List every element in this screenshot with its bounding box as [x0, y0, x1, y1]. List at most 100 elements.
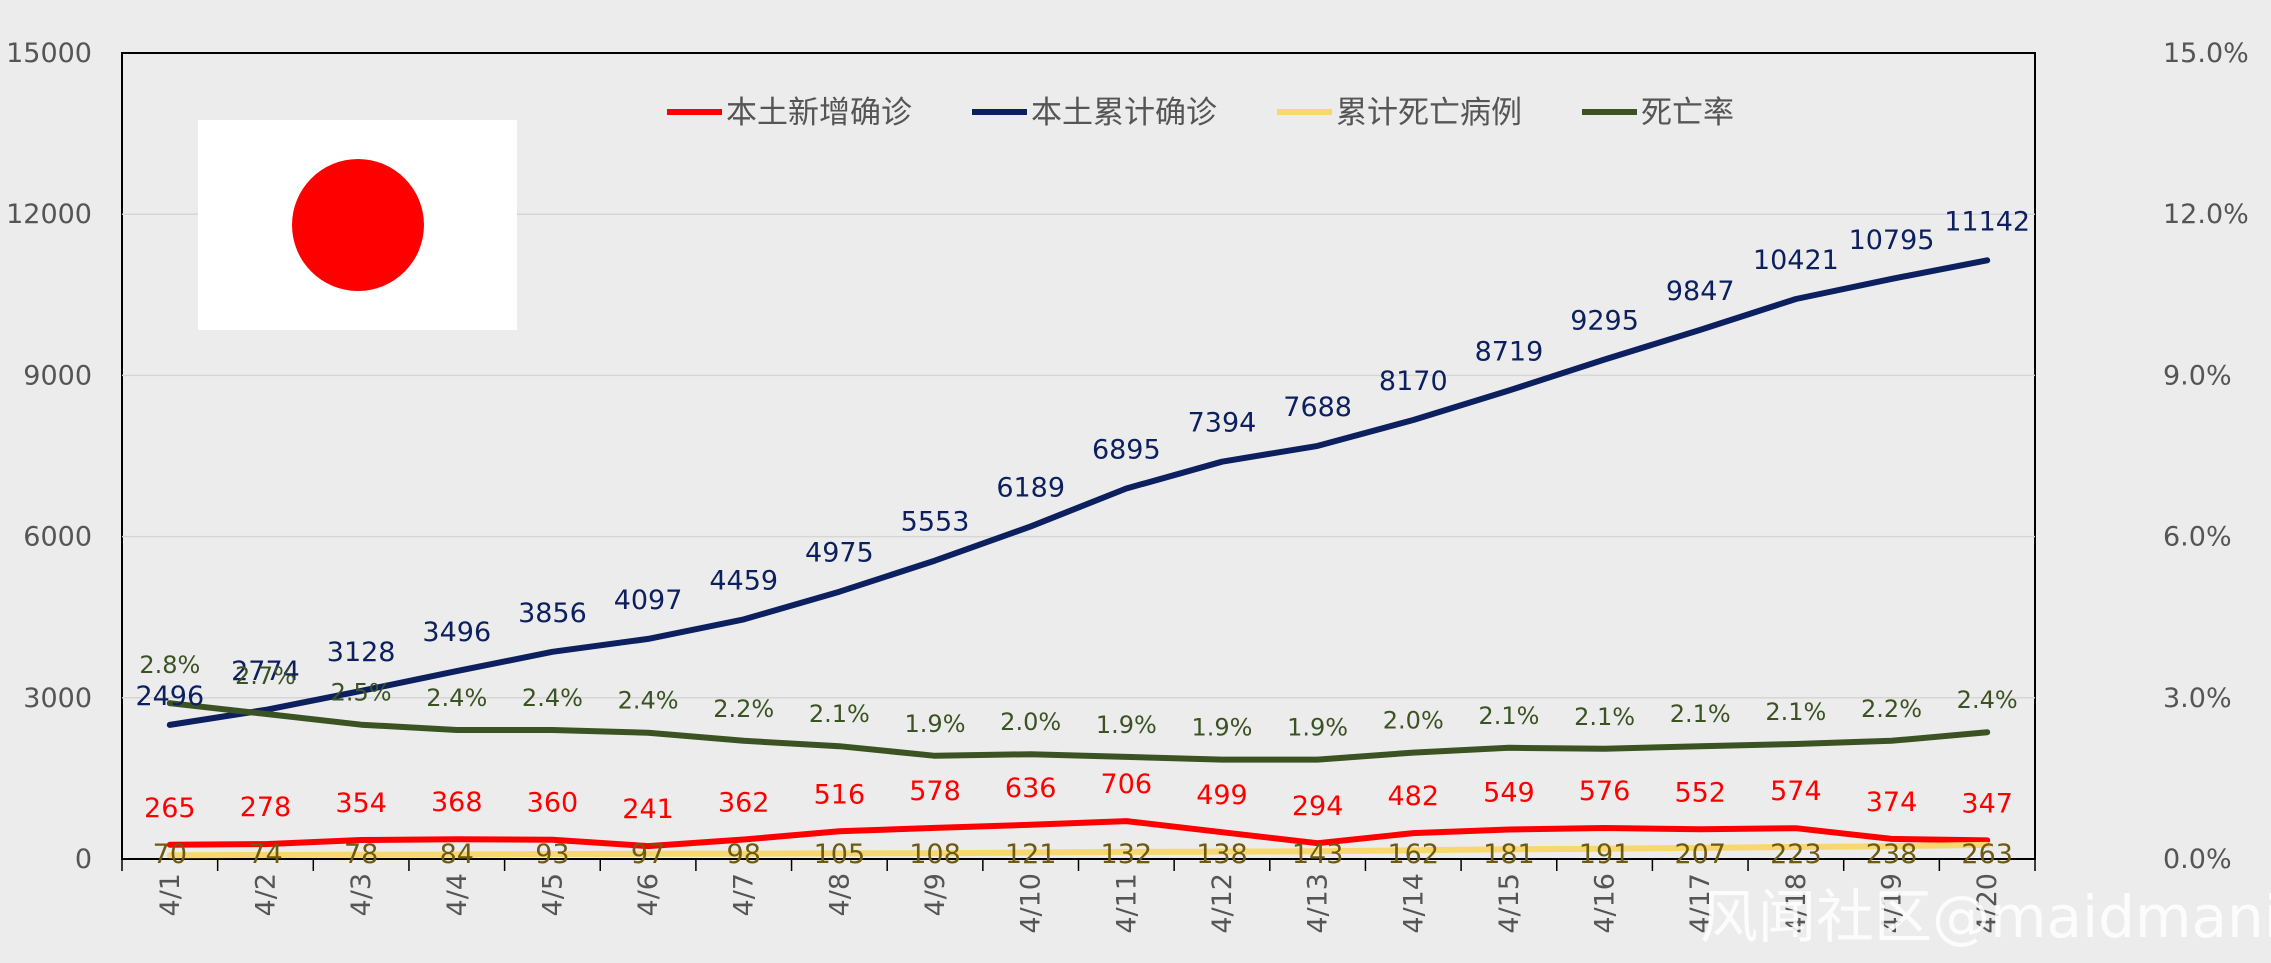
deaths-label: 223 [1770, 839, 1822, 870]
deaths-label: 98 [727, 839, 761, 870]
cumulative-cases-label: 6189 [996, 472, 1065, 503]
new-cases-label: 706 [1101, 769, 1153, 800]
x-tick-label: 4/20 [1972, 873, 2003, 934]
cumulative-cases-line [166, 257, 1991, 728]
new-cases-label: 636 [1005, 773, 1057, 804]
new-cases-label: 265 [144, 793, 196, 824]
new-cases-label: 574 [1770, 776, 1822, 807]
death-rate-label: 2.1% [1574, 703, 1635, 731]
legend-label-cumulative-cases: 本土累计确诊 [1031, 95, 1217, 131]
x-tick-label: 4/8 [824, 873, 855, 916]
x-tick-label: 4/4 [442, 873, 473, 916]
japan-flag-icon [198, 120, 517, 330]
deaths-label: 74 [248, 839, 282, 870]
death-rate-label: 1.9% [905, 710, 966, 738]
x-tick-label: 4/7 [729, 873, 760, 916]
legend-label-deaths: 累计死亡病例 [1336, 95, 1522, 131]
deaths-label: 138 [1196, 839, 1248, 870]
y-left-tick-label: 15000 [6, 38, 92, 69]
deaths-label: 191 [1579, 839, 1631, 870]
deaths-label: 78 [344, 839, 378, 870]
x-axis: 4/1 4/2 4/3 4/4 4/5 4/6 4/7 4/8 4/9 4/10 4/11 4/12 4… [121, 859, 2036, 934]
cumulative-cases-label: 4097 [614, 585, 683, 616]
death-rate-label: 2.2% [1861, 695, 1922, 723]
death-rate-label: 2.1% [1670, 700, 1731, 728]
new-cases-label: 576 [1579, 776, 1631, 807]
death-rate-label: 1.9% [1287, 714, 1348, 742]
cumulative-cases-label: 4975 [805, 538, 874, 569]
death-rate-label: 2.0% [1383, 707, 1444, 735]
deaths-label: 132 [1101, 839, 1153, 870]
cumulative-cases-label: 7688 [1283, 392, 1352, 423]
death-rate-label: 2.1% [1478, 702, 1539, 730]
x-tick-label: 4/19 [1877, 873, 1908, 934]
y-right-tick-label: 6.0% [2163, 522, 2232, 553]
cumulative-cases-label: 5553 [901, 507, 970, 538]
x-tick-label: 4/6 [633, 873, 664, 916]
legend-label-new-cases: 本土新增确诊 [726, 95, 912, 131]
series-lines [166, 257, 1991, 859]
watermark: 风闻社区@maidmani [1700, 883, 2271, 951]
new-cases-label: 549 [1483, 778, 1535, 809]
new-cases-label: 578 [909, 776, 961, 807]
x-tick-label: 4/17 [1685, 873, 1716, 934]
cumulative-cases-label: 6895 [1092, 435, 1161, 466]
deaths-label: 263 [1961, 839, 2013, 870]
x-tick-label: 4/12 [1207, 873, 1238, 934]
death-rate-label: 2.4% [522, 684, 583, 712]
new-cases-label: 499 [1196, 780, 1248, 811]
x-tick-label: 4/14 [1398, 873, 1429, 934]
right-axis: 0.0% 3.0% 6.0% 9.0% 12.0% 15.0% [2163, 38, 2249, 875]
deaths-label: 207 [1674, 839, 1726, 870]
flag-disc [292, 159, 424, 291]
deaths-label: 70 [153, 839, 187, 870]
deaths-label: 84 [440, 839, 474, 870]
death-rate-label: 1.9% [1191, 714, 1252, 742]
deaths-label: 108 [909, 839, 961, 870]
cumulative-cases-label: 7394 [1188, 408, 1257, 439]
new-cases-label: 368 [431, 787, 483, 818]
death-rate-label: 2.1% [1765, 698, 1826, 726]
death-rate-line [166, 700, 1991, 763]
cumulative-cases-label: 2496 [135, 681, 204, 712]
y-left-tick-label: 9000 [23, 360, 92, 391]
cumulative-cases-label: 9295 [1570, 306, 1639, 337]
cumulative-cases-label: 10795 [1849, 225, 1935, 256]
death-rate-label: 2.4% [426, 684, 487, 712]
x-tick-label: 4/1 [155, 873, 186, 916]
new-cases-label: 278 [240, 792, 292, 823]
cumulative-cases-label: 3496 [422, 617, 491, 648]
deaths-label: 143 [1292, 839, 1344, 870]
death-rate-label: 2.2% [713, 695, 774, 723]
gridlines [122, 213, 2035, 699]
cumulative-cases-label: 10421 [1753, 245, 1839, 276]
new-cases-label: 516 [814, 779, 866, 810]
x-tick-label: 4/13 [1303, 873, 1334, 934]
left-axis: 0 3000 6000 9000 12000 15000 [6, 38, 92, 875]
x-tick-label: 4/2 [250, 873, 281, 916]
legend-item-deaths[interactable]: 累计死亡病例 [1277, 95, 1522, 131]
new-cases-label: 294 [1292, 791, 1344, 822]
cumulative-cases-label: 8719 [1475, 336, 1544, 367]
x-tick-label: 4/9 [920, 873, 951, 916]
x-tick-label: 4/3 [346, 873, 377, 916]
cumulative-cases-label: 11142 [1944, 206, 2030, 237]
cumulative-cases-label: 9847 [1666, 276, 1735, 307]
new-cases-label: 347 [1961, 788, 2013, 819]
x-tick-label: 4/15 [1494, 873, 1525, 934]
death-rate-label: 2.0% [1000, 708, 1061, 736]
deaths-line [166, 841, 1991, 859]
x-tick-label: 4/18 [1781, 873, 1812, 934]
x-tick-label: 4/16 [1590, 873, 1621, 934]
y-right-tick-label: 3.0% [2163, 683, 2232, 714]
y-right-tick-label: 0.0% [2163, 844, 2232, 875]
new-cases-label: 552 [1674, 777, 1726, 808]
legend-item-new-cases[interactable]: 本土新增确诊 [667, 95, 912, 131]
y-right-tick-label: 9.0% [2163, 360, 2232, 391]
new-cases-label: 374 [1866, 787, 1918, 818]
y-left-tick-label: 3000 [23, 683, 92, 714]
legend-item-cumulative-cases[interactable]: 本土累计确诊 [972, 95, 1217, 131]
y-left-tick-label: 12000 [6, 199, 92, 230]
legend-item-death-rate[interactable]: 死亡率 [1582, 95, 1734, 131]
